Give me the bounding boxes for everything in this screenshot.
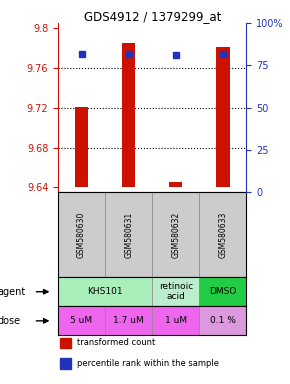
Bar <box>58 277 152 306</box>
Text: retinoic
acid: retinoic acid <box>159 282 193 301</box>
Text: dose: dose <box>0 316 21 326</box>
Bar <box>105 192 152 277</box>
Text: transformed count: transformed count <box>77 338 155 348</box>
Text: 5 uM: 5 uM <box>70 316 93 325</box>
Text: DMSO: DMSO <box>209 287 237 296</box>
Text: 1.7 uM: 1.7 uM <box>113 316 144 325</box>
Text: KHS101: KHS101 <box>87 287 123 296</box>
Text: GSM580633: GSM580633 <box>218 212 227 258</box>
Text: GSM580631: GSM580631 <box>124 212 133 258</box>
Bar <box>75 107 88 187</box>
Text: GSM580630: GSM580630 <box>77 212 86 258</box>
Bar <box>216 47 230 187</box>
Bar <box>199 192 246 277</box>
Bar <box>199 306 246 335</box>
Text: GSM580632: GSM580632 <box>171 212 180 258</box>
Text: 0.1 %: 0.1 % <box>210 316 236 325</box>
Bar <box>169 182 182 187</box>
Bar <box>58 306 105 335</box>
Bar <box>122 43 135 187</box>
Text: 1 uM: 1 uM <box>165 316 187 325</box>
Text: percentile rank within the sample: percentile rank within the sample <box>77 359 219 368</box>
Text: agent: agent <box>0 287 26 297</box>
Bar <box>60 338 71 348</box>
Bar <box>60 358 71 369</box>
Bar <box>199 277 246 306</box>
Bar <box>152 192 200 277</box>
Title: GDS4912 / 1379299_at: GDS4912 / 1379299_at <box>84 10 221 23</box>
Bar <box>105 306 152 335</box>
Bar <box>152 277 200 306</box>
Bar <box>58 192 105 277</box>
Bar <box>152 306 200 335</box>
